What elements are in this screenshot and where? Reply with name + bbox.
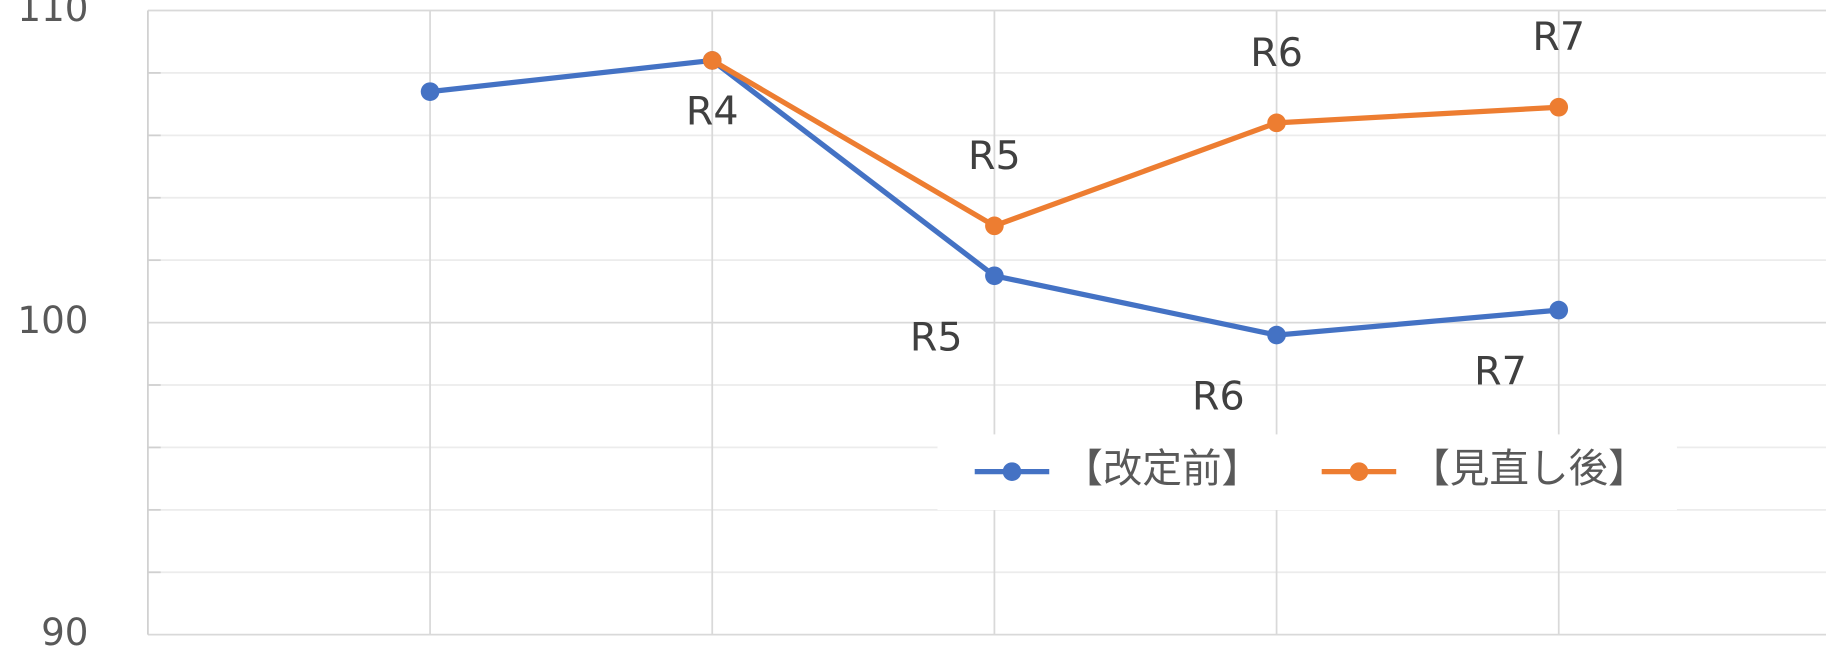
legend-marker: [1349, 462, 1369, 481]
data-label: R6: [1250, 30, 1303, 76]
series-line: [710, 58, 1559, 229]
legend-marker: [1002, 462, 1022, 481]
data-point: [985, 216, 1004, 236]
data-label: R4: [686, 88, 739, 134]
data-point: [985, 266, 1004, 286]
data-point: [420, 82, 440, 101]
data-point: [1549, 97, 1569, 117]
legend-box: [937, 434, 1677, 511]
data-label: R6: [1192, 374, 1245, 420]
legend-label: 【見直し後】: [1410, 446, 1647, 492]
data-label: R7: [1474, 349, 1527, 395]
data-point: [1267, 113, 1286, 133]
legend: 【改定前】 【見直し後】: [937, 434, 1677, 511]
y-tick-label: 110: [17, 0, 88, 30]
data-point: [1549, 300, 1569, 320]
data-point: [702, 51, 722, 70]
data-label: R5: [968, 133, 1021, 179]
data-label: R5: [910, 314, 963, 360]
y-tick-label: 90: [41, 610, 88, 651]
y-tick-label: 100: [17, 298, 88, 342]
legend-label: 【改定前】: [1063, 446, 1261, 492]
data-label: R7: [1532, 14, 1585, 60]
plot: R4 R5 R6 R7 R5 R6 R7: [420, 14, 1585, 420]
data-point: [1267, 325, 1286, 345]
